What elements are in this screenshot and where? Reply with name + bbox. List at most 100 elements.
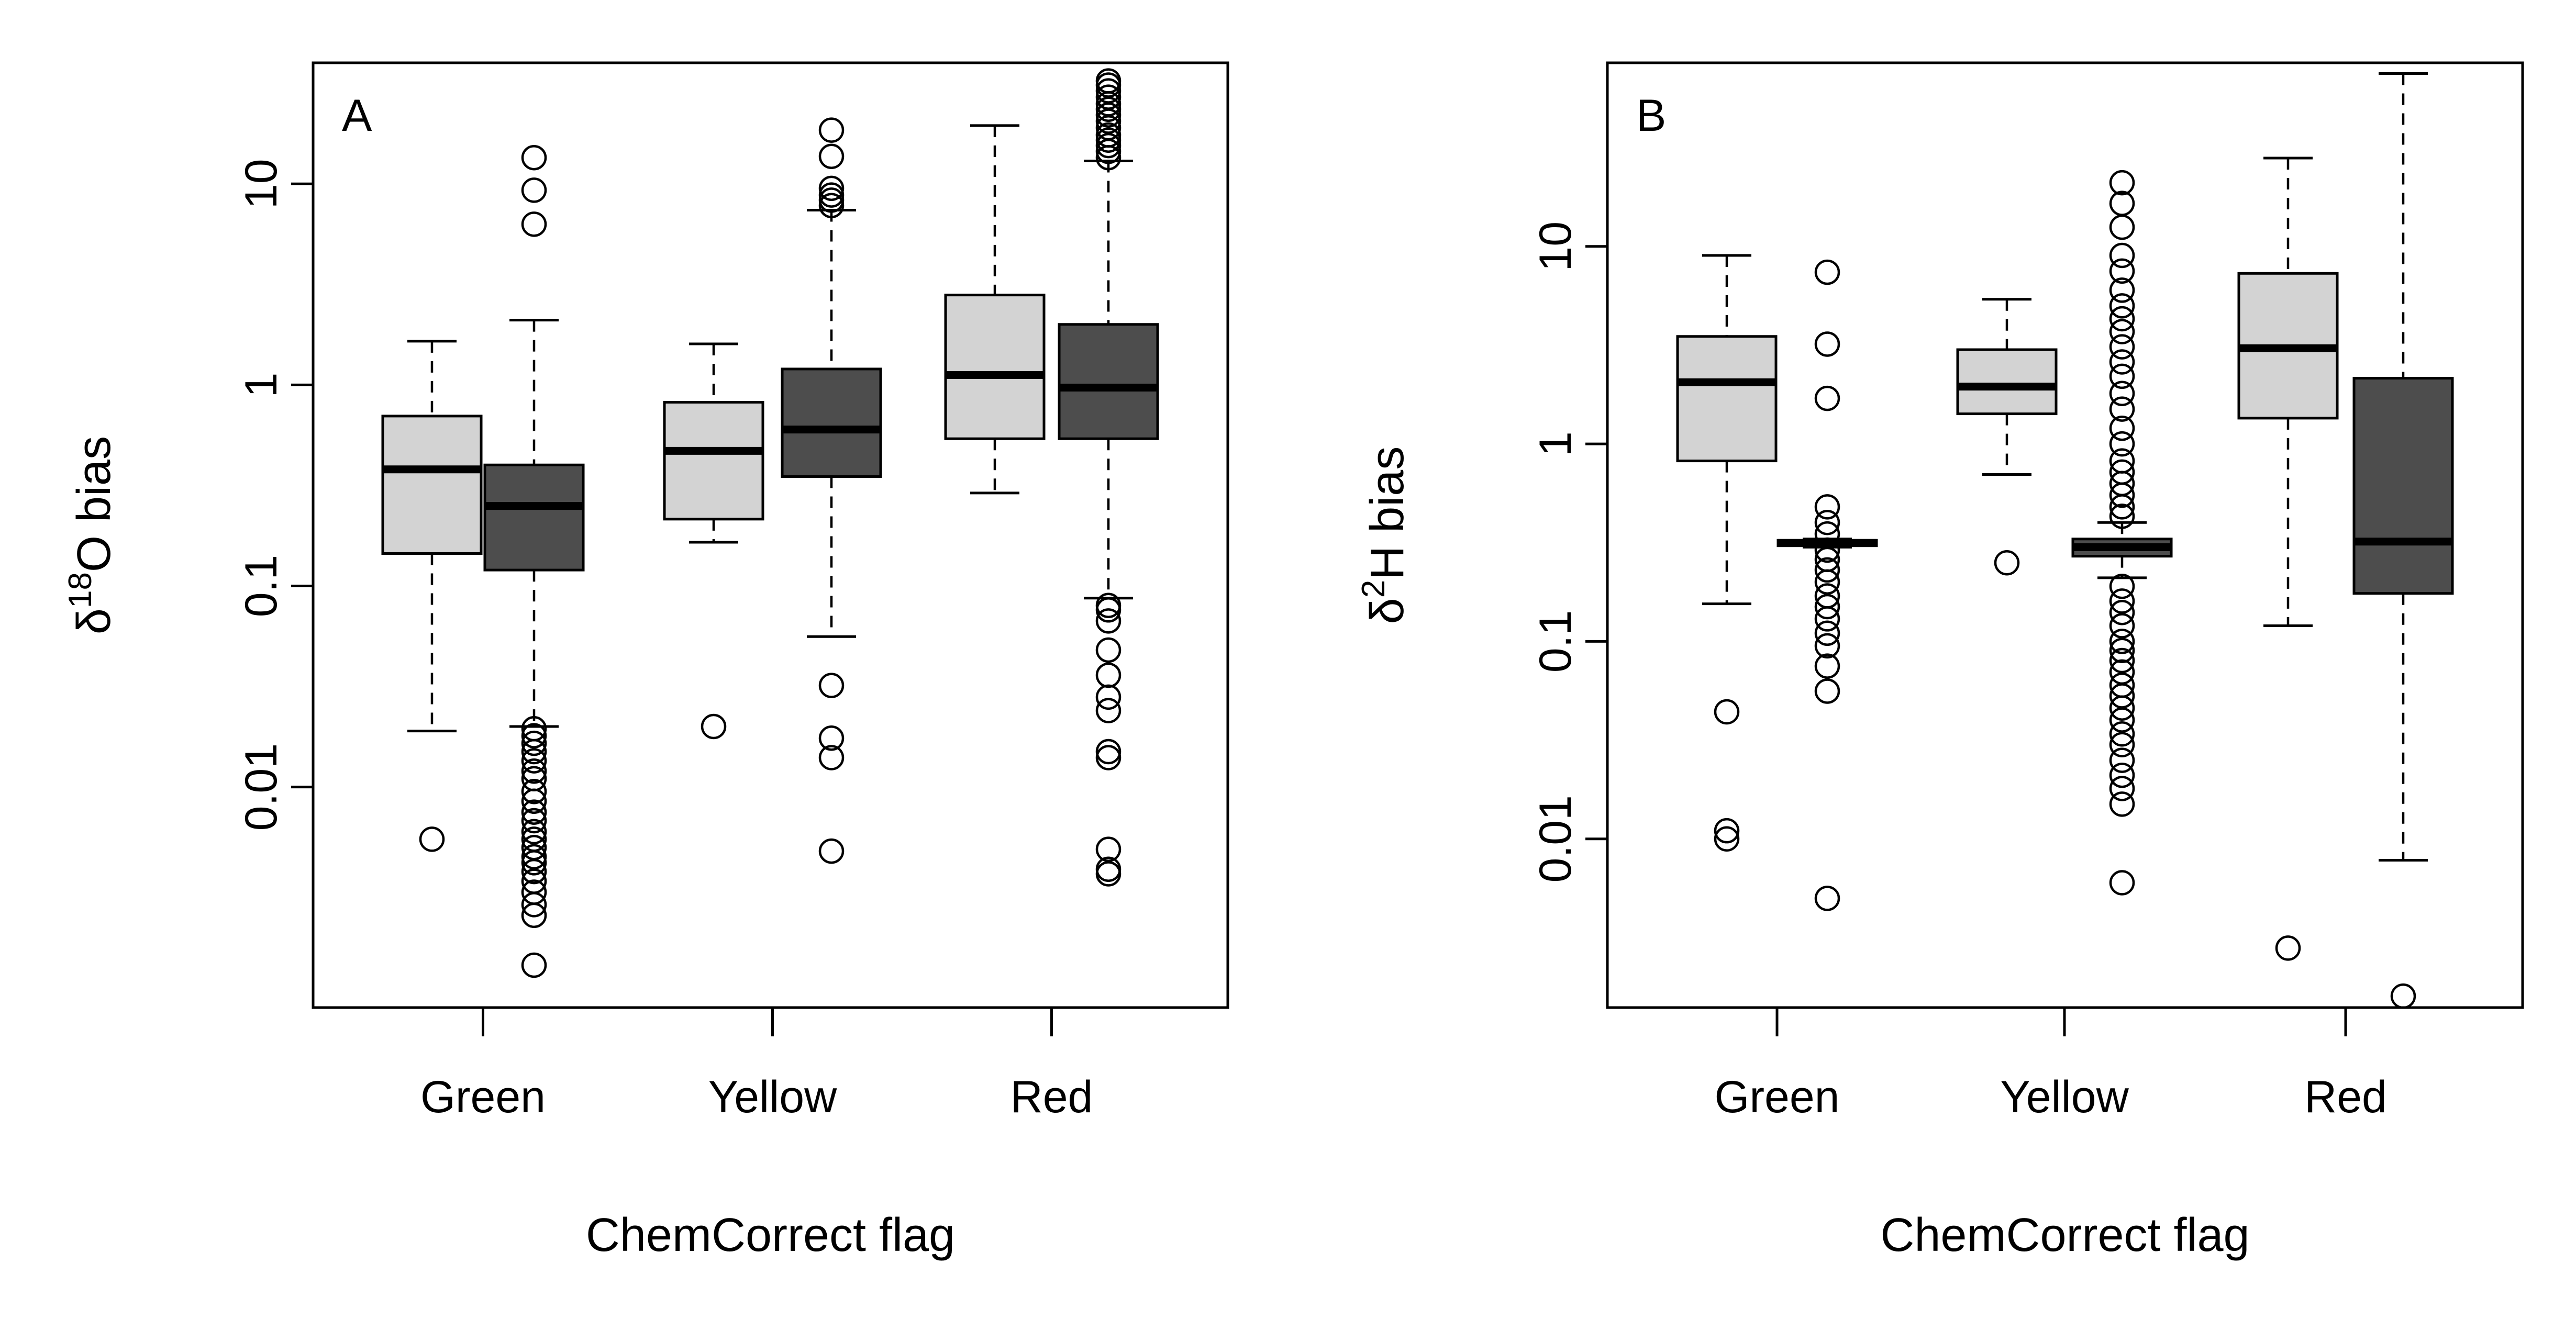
- outlier-point: [2109, 762, 2135, 788]
- box-iqr: [381, 415, 483, 555]
- outlier-point: [1095, 684, 1122, 710]
- box-green-series-1: [1676, 254, 1778, 852]
- x-axis-title: ChemCorrect flag: [1880, 1209, 2249, 1261]
- panel-letter: A: [342, 91, 372, 141]
- outlier-point: [521, 879, 547, 905]
- outlier-point: [2109, 319, 2135, 344]
- x-tick-label: Red: [1011, 1072, 1093, 1122]
- outlier-point: [521, 952, 547, 978]
- outlier-point: [2109, 396, 2135, 422]
- outlier-point: [419, 826, 445, 852]
- outlier-point: [818, 725, 845, 751]
- outlier-point: [2109, 306, 2135, 332]
- y-axis-title: δ2H bias: [1356, 446, 1414, 624]
- outlier-point: [1814, 557, 1840, 583]
- box-iqr: [1676, 335, 1778, 463]
- outlier-point: [2109, 600, 2135, 625]
- outlier-point: [521, 844, 547, 870]
- outlier-point: [521, 868, 547, 894]
- outlier-point: [2109, 629, 2135, 654]
- outlier-point: [1095, 122, 1122, 148]
- outlier-point: [2109, 448, 2135, 474]
- box-red-series-2: [2352, 72, 2454, 1009]
- box-yellow-series-1: [1956, 298, 2058, 576]
- outlier-point: [1095, 662, 1122, 688]
- outlier-point: [521, 778, 547, 804]
- outlier-point: [521, 144, 547, 171]
- box-yellow-series-1: [663, 342, 764, 740]
- outlier-point: [1714, 699, 1740, 725]
- outlier-point: [1994, 550, 2020, 576]
- y-tick-label: 1: [236, 372, 286, 397]
- outlier-point: [2109, 647, 2135, 674]
- x-tick-label: Red: [2304, 1072, 2387, 1122]
- outlier-point: [2109, 504, 2135, 529]
- y-tick-label: 0.01: [1530, 795, 1581, 882]
- outlier-point: [521, 730, 547, 756]
- outlier-point: [1095, 68, 1122, 94]
- outlier-point: [818, 745, 845, 770]
- outlier-point: [1814, 620, 1840, 646]
- box-iqr: [2352, 377, 2454, 595]
- x-tick-label: Yellow: [708, 1072, 837, 1122]
- outlier-point: [2109, 191, 2135, 216]
- outlier-point: [1095, 78, 1122, 104]
- outlier-point: [521, 819, 547, 845]
- y-tick-label: 10: [1530, 221, 1581, 272]
- box-yellow-series-2: [781, 117, 882, 864]
- outlier-point: [2109, 672, 2135, 698]
- outlier-point: [818, 182, 845, 208]
- outlier-point: [1095, 739, 1122, 765]
- box-iqr: [944, 294, 1046, 440]
- outlier-point: [2109, 415, 2135, 441]
- outlier-point: [521, 211, 547, 237]
- outlier-point: [1814, 385, 1840, 411]
- box-red-series-1: [2237, 157, 2339, 961]
- panel-a: 0.01 0.1 1 10 Green Yellow Red ChemCorrect flag…: [62, 61, 1229, 1261]
- x-axis-title: ChemCorrect flag: [586, 1209, 955, 1261]
- box-green-series-1: [381, 340, 483, 852]
- outlier-point: [1714, 826, 1740, 852]
- outlier-point: [1814, 521, 1840, 547]
- outlier-point: [1095, 637, 1122, 663]
- box-iqr: [1956, 348, 2058, 416]
- outlier-point: [2109, 459, 2135, 485]
- outlier-point: [1814, 583, 1840, 609]
- outlier-point: [521, 748, 547, 774]
- panel-b: 0.01 0.1 1 10 Green Yellow Red ChemCorrect flag…: [1356, 61, 2524, 1261]
- outlier-point: [1095, 593, 1122, 618]
- y-tick-label: 0.01: [236, 743, 286, 831]
- outlier-point: [1814, 494, 1840, 520]
- outlier-point: [1814, 546, 1840, 573]
- outlier-point: [2109, 170, 2135, 196]
- outlier-point: [1814, 886, 1840, 911]
- outlier-point: [1814, 331, 1840, 357]
- outlier-point: [2109, 747, 2135, 773]
- outlier-point: [2109, 258, 2135, 284]
- box-red-series-1: [944, 124, 1046, 495]
- outlier-point: [2109, 721, 2135, 747]
- outlier-point: [1814, 653, 1840, 679]
- box-iqr: [483, 463, 585, 572]
- outlier-point: [1095, 608, 1122, 634]
- outlier-point: [1095, 698, 1122, 723]
- outlier-point: [2109, 381, 2135, 406]
- panel-letter: B: [1636, 91, 1666, 141]
- outlier-point: [2109, 293, 2135, 319]
- box-red-series-2: [1058, 68, 1159, 887]
- outlier-point: [818, 838, 845, 864]
- outlier-point: [818, 193, 845, 218]
- outlier-point: [2109, 277, 2135, 303]
- outlier-point: [521, 716, 547, 742]
- outlier-point: [2275, 935, 2301, 961]
- outlier-point: [521, 766, 547, 791]
- box-green-series-2: [1776, 259, 1878, 911]
- outlier-point: [2109, 588, 2135, 614]
- plot-frame: [312, 61, 1229, 1009]
- outlier-point: [2109, 613, 2135, 639]
- outlier-point: [2109, 659, 2135, 685]
- outlier-point: [2109, 791, 2135, 817]
- box-iqr: [1058, 323, 1159, 440]
- outlier-point: [818, 175, 845, 202]
